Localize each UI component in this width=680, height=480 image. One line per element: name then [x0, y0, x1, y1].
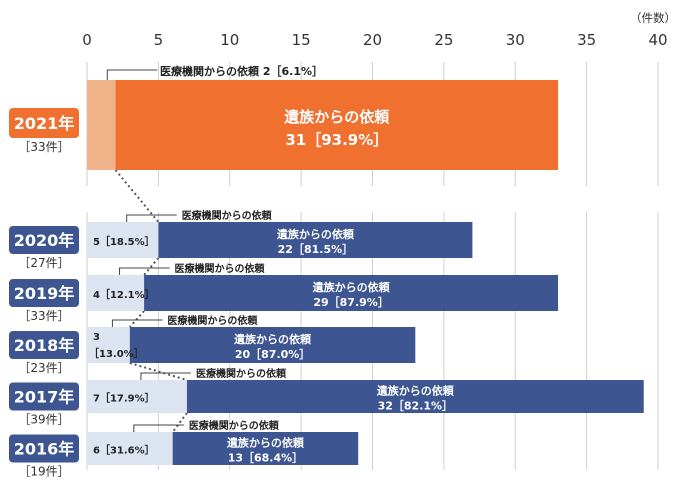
- year-label: 2017年: [14, 388, 75, 407]
- connector-dotted-line: [129, 310, 145, 328]
- bereaved-label: 遺族からの依頼: [283, 108, 390, 126]
- bar-medical-2018年: [87, 327, 130, 363]
- unit-label: （件数）: [630, 11, 676, 25]
- bar-medical-2017年: [87, 380, 187, 413]
- medical-callout-label: 医療機関からの依頼: [167, 314, 258, 327]
- year-label: 2016年: [14, 440, 75, 459]
- medical-value-label: 4［12.1%］: [93, 288, 155, 301]
- x-tick-label: 40: [648, 31, 667, 49]
- callout-line: [140, 372, 191, 380]
- medical-value-label: 7［17.9%］: [93, 392, 155, 405]
- medical-callout-label: 医療機関からの依頼: [189, 419, 280, 432]
- bereaved-label: 遺族からの依頼: [376, 384, 455, 398]
- total-count-label: ［19件］: [18, 465, 69, 479]
- connector-dotted-line: [143, 257, 160, 276]
- year-badge: [9, 226, 79, 254]
- bereaved-label: 遺族からの依頼: [226, 436, 305, 450]
- bereaved-label: 遺族からの依頼: [233, 332, 312, 346]
- callout-line: [119, 267, 170, 275]
- bereaved-value-label: 22［81.5%］: [278, 242, 353, 256]
- medical-value-label: ［13.0%］: [89, 347, 144, 360]
- x-tick-label: 5: [154, 31, 164, 49]
- bereaved-value-label: 20［87.0%］: [235, 347, 310, 361]
- total-count-label: ［33件］: [18, 140, 69, 154]
- medical-value-label: 3: [93, 332, 100, 343]
- medical-value-label: 5［18.5%］: [93, 235, 155, 248]
- bar-medical-2016年: [87, 432, 173, 465]
- bereaved-value-label: 29［87.9%］: [313, 295, 388, 309]
- total-count-label: ［23件］: [18, 361, 69, 375]
- bar-medical-2020年: [87, 222, 159, 258]
- medical-callout-label: 医療機関からの依頼: [196, 367, 287, 380]
- year-label: 2018年: [14, 336, 75, 355]
- bar-bereaved-2016年: [172, 432, 359, 465]
- x-tick-label: 35: [577, 31, 596, 49]
- bereaved-value-label: 31［93.9%］: [285, 131, 388, 149]
- year-badge: [9, 434, 79, 463]
- bar-bereaved-2017年: [186, 380, 644, 413]
- x-tick-label: 15: [292, 31, 311, 49]
- year-label: 2021年: [14, 114, 75, 133]
- total-count-label: ［39件］: [18, 413, 69, 427]
- bereaved-value-label: 13［68.4%］: [228, 451, 303, 465]
- medical-callout-label: 医療機関からの依頼: [175, 262, 266, 275]
- bar-bereaved-2021年: [115, 80, 559, 170]
- connector-dotted-line: [171, 412, 188, 433]
- bar-bereaved-2018年: [129, 327, 416, 363]
- bereaved-label: 遺族からの依頼: [276, 227, 355, 241]
- x-tick-label: 25: [434, 31, 453, 49]
- connector-dotted-line: [114, 169, 160, 223]
- year-label: 2019年: [14, 284, 75, 303]
- medical-callout-label: 医療機関からの依頼 2［6.1%］: [160, 64, 323, 78]
- bar-medical-2021年: [87, 80, 116, 170]
- callout-line: [133, 424, 184, 432]
- medical-callout-label: 医療機関からの依頼: [182, 209, 273, 222]
- x-tick-label: 10: [220, 31, 239, 49]
- x-tick-label: 30: [506, 31, 525, 49]
- bar-bereaved-2019年: [144, 275, 559, 311]
- x-tick-label: 20: [363, 31, 382, 49]
- bereaved-label: 遺族からの依頼: [312, 280, 391, 294]
- total-count-label: ［27件］: [18, 256, 69, 270]
- year-label: 2020年: [14, 231, 75, 250]
- x-tick-label: 0: [82, 31, 92, 49]
- callout-line: [111, 319, 163, 327]
- year-badge: [9, 331, 79, 359]
- bar-bereaved-2020年: [158, 222, 473, 258]
- bar-medical-2019年: [87, 275, 145, 311]
- callout-line: [126, 214, 177, 222]
- year-badge: [9, 108, 79, 138]
- bereaved-value-label: 32［82.1%］: [378, 399, 453, 413]
- year-badge: [9, 382, 79, 411]
- year-badge: [9, 279, 79, 307]
- callout-line: [106, 69, 158, 80]
- total-count-label: ［33件］: [18, 309, 69, 323]
- medical-value-label: 6［31.6%］: [93, 444, 155, 457]
